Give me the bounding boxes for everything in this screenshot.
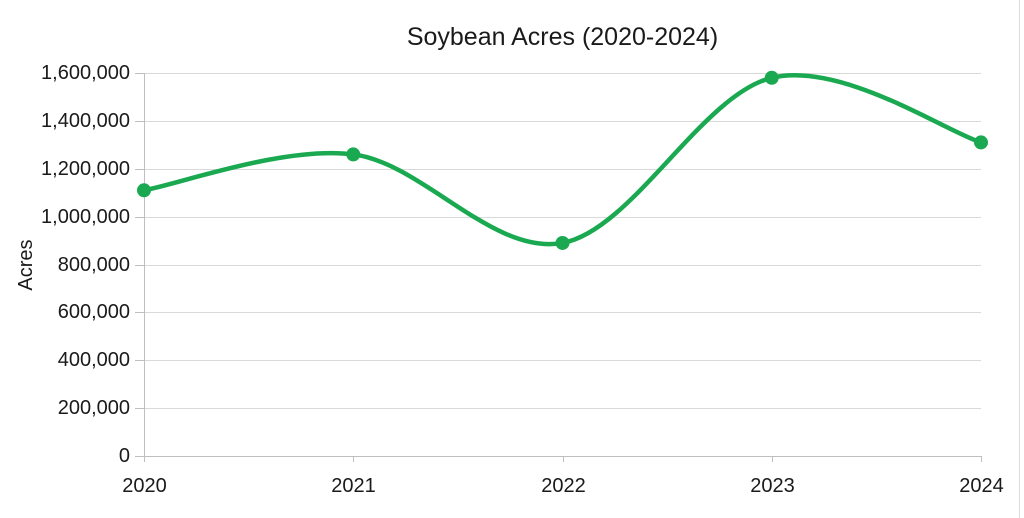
data-point-marker	[764, 70, 779, 85]
chart-title: Soybean Acres (2020-2024)	[406, 23, 719, 51]
data-point-marker	[555, 235, 570, 250]
data-point-marker	[346, 147, 361, 162]
y-tick-label: 400,000	[57, 348, 130, 371]
y-tick-label: 1,400,000	[41, 109, 130, 132]
x-tick-label: 2023	[750, 475, 795, 497]
y-tick-label: 1,600,000	[41, 61, 130, 84]
data-point-marker	[137, 183, 151, 198]
x-tick-label: 2022	[541, 475, 586, 497]
y-tick-label: 1,200,000	[41, 157, 130, 180]
y-tick-label: 600,000	[57, 300, 130, 323]
data-point-marker	[974, 135, 988, 150]
y-tick-label: 1,000,000	[41, 205, 130, 228]
y-tick-label: 800,000	[57, 253, 130, 276]
y-tick-label: 200,000	[57, 396, 130, 419]
chart-right-border	[1019, 0, 1020, 518]
x-tick-label: 2020	[122, 475, 167, 497]
y-tick-label: 0	[118, 444, 130, 467]
series-line	[141, 73, 984, 247]
x-tick-label: 2021	[331, 475, 376, 497]
x-tick-label: 2024	[959, 475, 1004, 497]
